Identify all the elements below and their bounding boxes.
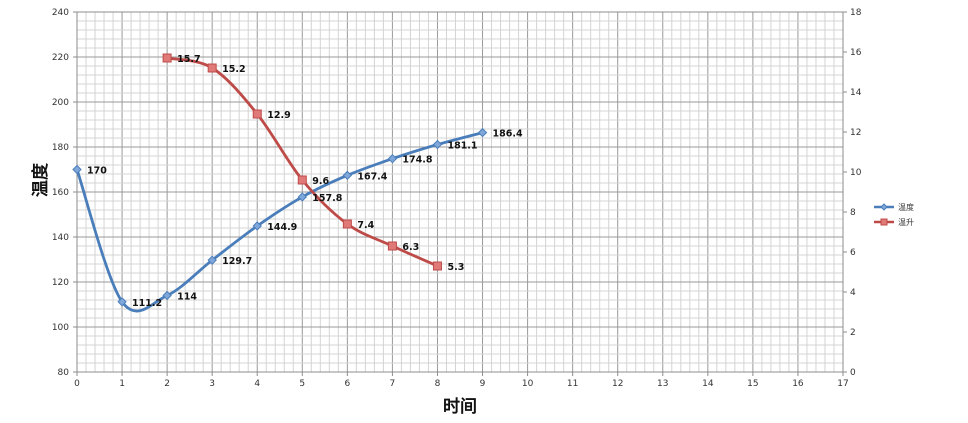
- data-point-square: [387, 241, 397, 251]
- data-label: 5.3: [447, 262, 464, 273]
- data-labels: 170 111.2 114 129.7 144.9 157.8 167.4 174.8 181.…: [87, 54, 523, 309]
- x-tick-label: 8: [435, 379, 441, 389]
- data-point-diamond: [297, 192, 308, 202]
- data-label: 170: [87, 166, 107, 177]
- y2-tick-label: 2: [850, 328, 856, 338]
- x-tick-label: 0: [74, 379, 80, 389]
- y-axis-right: 0 2 4 6 8 10 12 14 16 18: [843, 8, 862, 378]
- x-tick-label: 11: [567, 379, 578, 389]
- y-tick-label: 140: [52, 233, 69, 243]
- y2-tick-label: 0: [850, 368, 856, 378]
- y-tick-label: 240: [52, 8, 69, 18]
- data-label: 114: [177, 292, 197, 303]
- series: [72, 53, 488, 313]
- x-tick-label: 4: [254, 379, 260, 389]
- grid: [76, 11, 844, 373]
- data-label: 144.9: [267, 222, 297, 233]
- y2-tick-label: 18: [850, 8, 862, 18]
- x-tick-label: 9: [480, 379, 486, 389]
- y-axis-left: 80 100 120 140 160 180 200 220 240: [52, 8, 77, 378]
- data-point-square: [207, 63, 217, 73]
- data-label: 174.8: [402, 155, 432, 166]
- x-tick-label: 17: [837, 379, 848, 389]
- x-tick-label: 14: [702, 379, 714, 389]
- legend-marker-diamond: [880, 203, 888, 211]
- data-point-square: [252, 109, 262, 119]
- data-point-diamond: [72, 164, 82, 175]
- data-point-square: [297, 175, 307, 185]
- y2-tick-label: 12: [850, 128, 861, 138]
- x-tick-label: 13: [657, 379, 668, 389]
- data-label: 111.2: [132, 298, 162, 309]
- y2-tick-label: 14: [850, 88, 862, 98]
- data-label: 15.2: [222, 64, 245, 75]
- x-tick-label: 1: [119, 379, 125, 389]
- data-point-diamond: [387, 153, 398, 164]
- x-tick-label: 3: [209, 379, 215, 389]
- data-point-diamond: [342, 170, 353, 181]
- data-label: 129.7: [222, 256, 252, 267]
- data-label: 9.6: [312, 176, 329, 187]
- y2-tick-label: 4: [850, 288, 856, 298]
- y-tick-label: 120: [52, 278, 69, 288]
- y2-tick-label: 10: [850, 168, 862, 178]
- data-point-diamond: [117, 297, 127, 307]
- data-point-square: [342, 219, 352, 229]
- data-point-diamond: [477, 127, 488, 138]
- y-tick-label: 100: [52, 323, 69, 333]
- y-tick-label: 180: [52, 143, 69, 153]
- x-tick-label: 7: [390, 379, 396, 389]
- x-tick-label: 15: [747, 379, 758, 389]
- data-label: 6.3: [402, 242, 419, 253]
- x-tick-label: 6: [344, 379, 350, 389]
- series-line-1: [75, 131, 483, 313]
- data-point-square: [162, 53, 172, 63]
- data-point-square: [432, 261, 442, 271]
- legend-entry: 温升: [898, 218, 914, 227]
- x-tick-label: 2: [164, 379, 170, 389]
- y-tick-label: 80: [58, 368, 70, 378]
- data-label: 186.4: [493, 129, 523, 140]
- y2-tick-label: 16: [850, 48, 862, 58]
- data-point-diamond: [252, 221, 262, 231]
- legend-marker-square: [880, 218, 888, 226]
- x-axis: 0 1 2 3 4 5 6 7 8 9 10 11 12 13 14 15 16 17: [74, 372, 849, 389]
- data-label: 7.4: [357, 220, 374, 231]
- x-tick-label: 5: [299, 379, 305, 389]
- y-tick-label: 160: [52, 188, 69, 198]
- y-tick-label: 200: [52, 98, 69, 108]
- y-axis-title: 温度: [30, 162, 51, 197]
- data-point-diamond: [162, 290, 172, 301]
- x-tick-label: 16: [792, 379, 804, 389]
- x-tick-label: 10: [522, 379, 534, 389]
- data-label: 181.1: [447, 141, 477, 152]
- data-point-diamond: [207, 255, 217, 265]
- data-label: 167.4: [357, 171, 387, 182]
- data-label: 12.9: [267, 110, 290, 121]
- data-label: 157.8: [312, 193, 342, 204]
- x-axis-title: 时间: [443, 396, 477, 417]
- data-label: 15.7: [177, 54, 200, 65]
- legend-entry: 温度: [898, 202, 914, 212]
- y2-tick-label: 6: [850, 248, 856, 258]
- x-tick-label: 12: [612, 379, 623, 389]
- y2-tick-label: 8: [850, 208, 856, 218]
- y-tick-label: 220: [52, 53, 69, 63]
- data-point-diamond: [432, 139, 443, 150]
